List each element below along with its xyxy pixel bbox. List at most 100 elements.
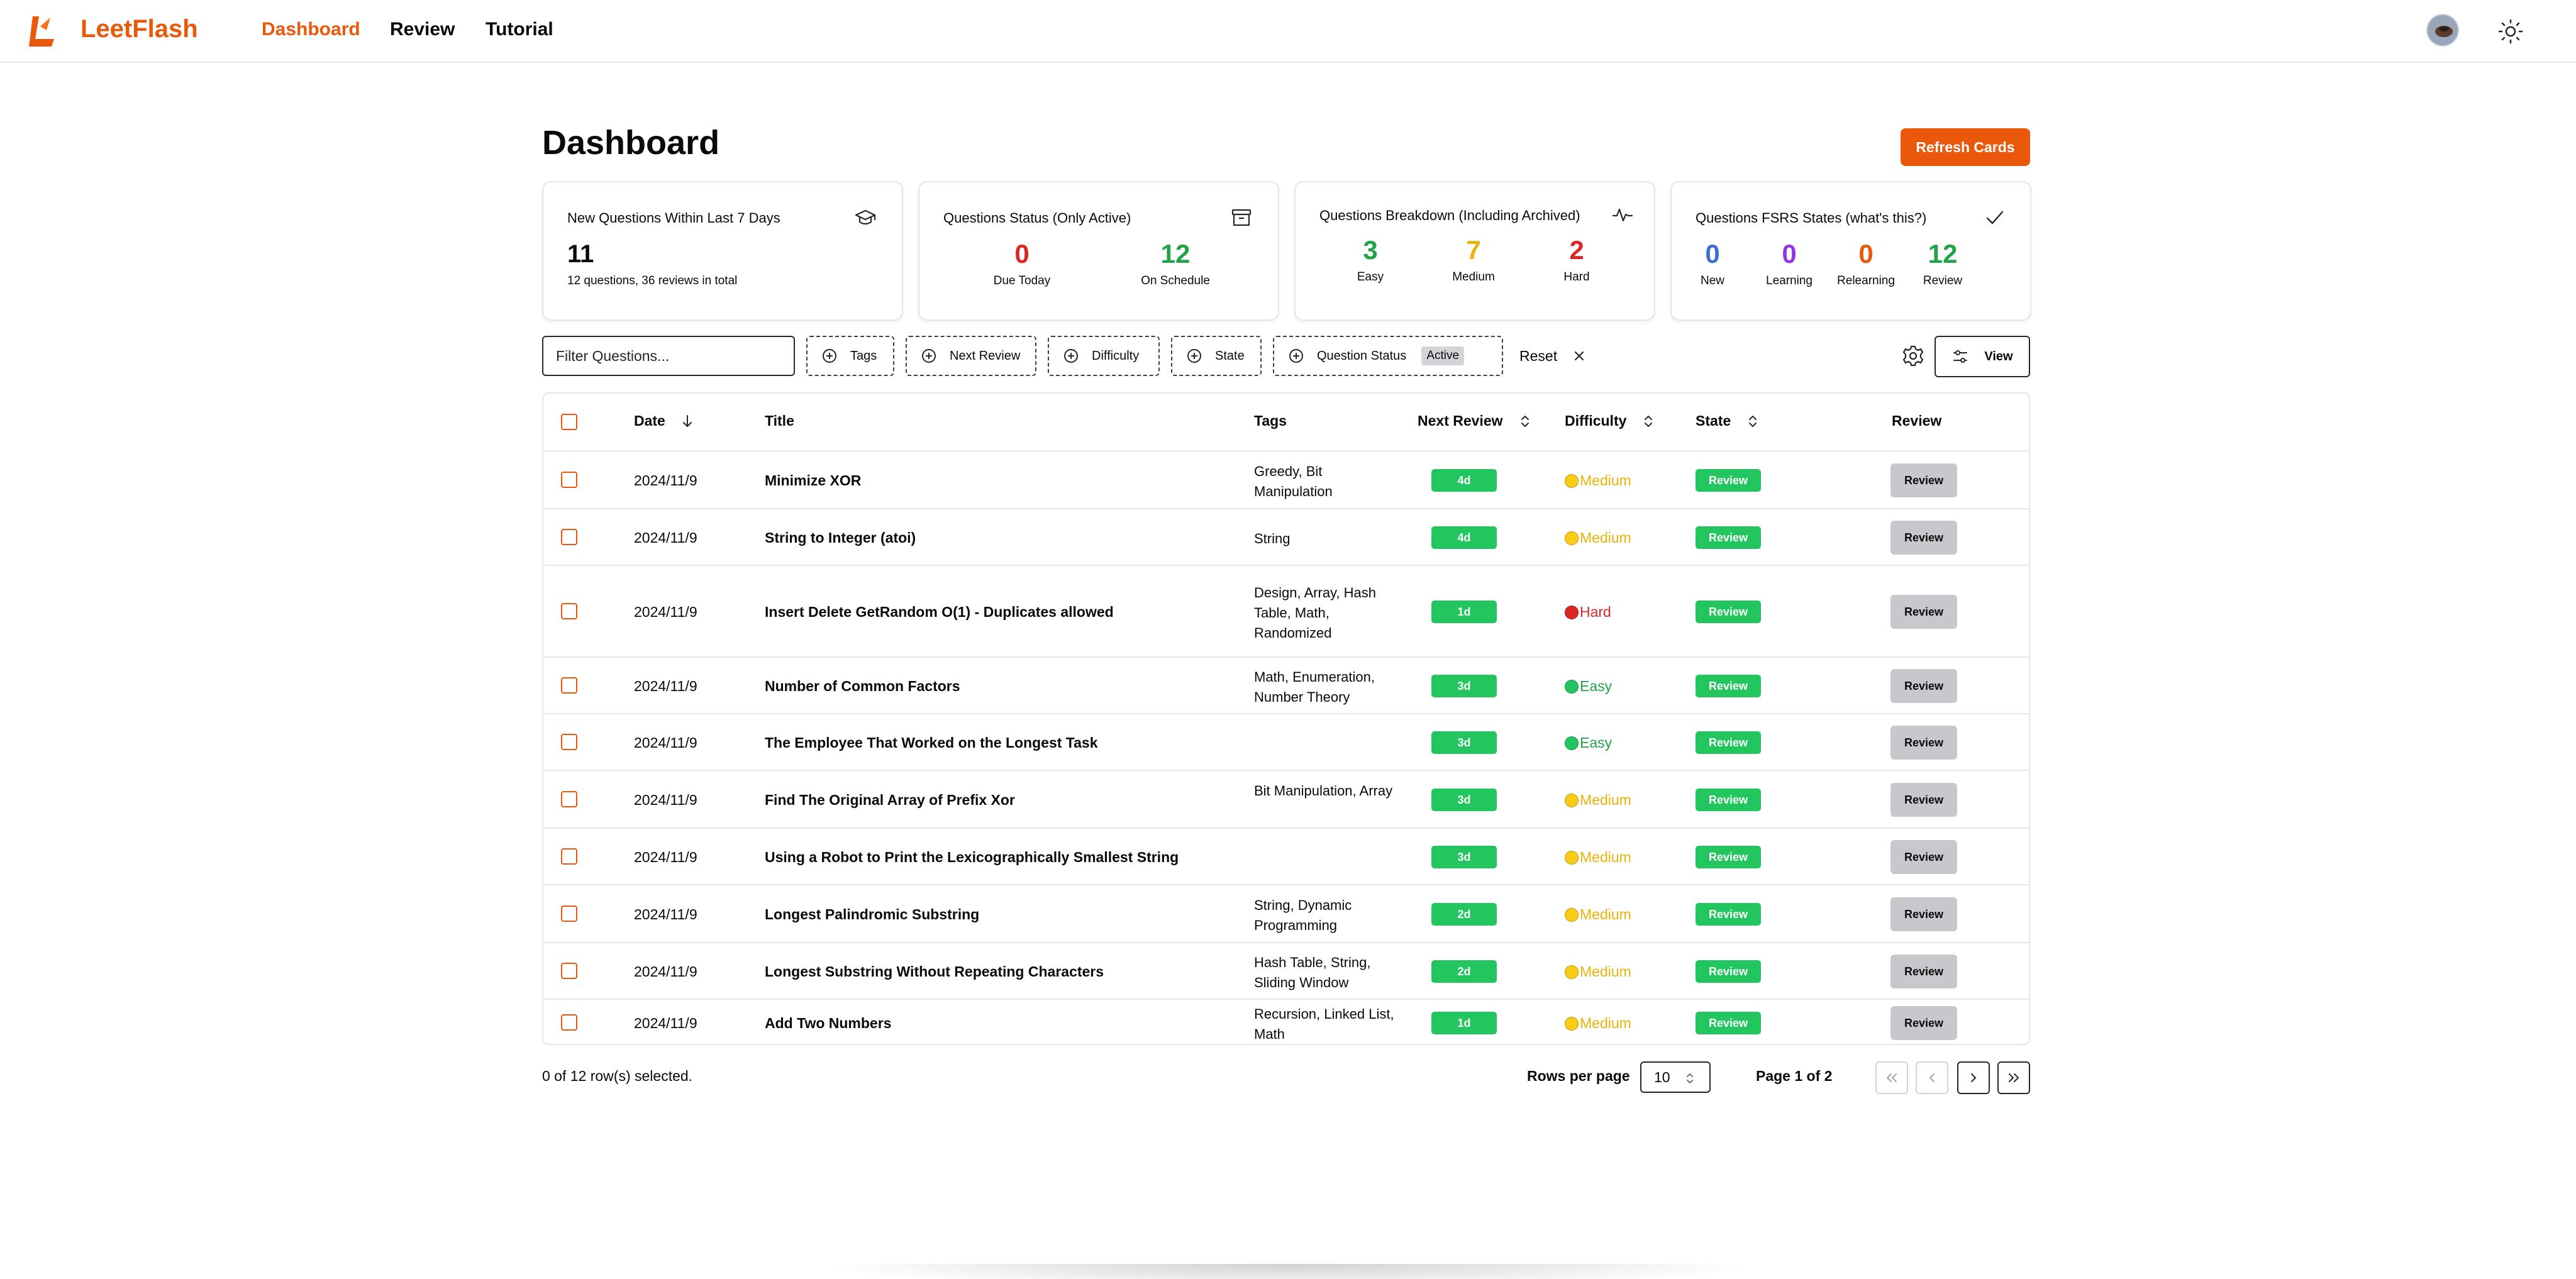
- row-tags: Hash Table, String, Sliding Window: [1254, 955, 1371, 990]
- row-checkbox[interactable]: [561, 1014, 577, 1031]
- row-title[interactable]: Using a Robot to Print the Lexicographic…: [765, 849, 1179, 865]
- fsrs-review-label: Review: [1923, 274, 1963, 287]
- reset-filters-button[interactable]: Reset: [1519, 336, 1586, 376]
- date-header-label: Date: [634, 412, 665, 429]
- fsrs-new-value: 0: [1705, 239, 1720, 269]
- row-title[interactable]: Longest Substring Without Repeating Char…: [765, 963, 1104, 980]
- card-title[interactable]: Questions FSRS States (what's this?): [1696, 210, 1927, 226]
- reset-label: Reset: [1519, 347, 1558, 364]
- table-row: 2024/11/9 Number of Common Factors Math, E…: [543, 658, 2029, 714]
- difficulty-label: Medium: [1580, 529, 1631, 546]
- row-date: 2024/11/9: [634, 792, 697, 808]
- difficulty-indicator: Easy: [1565, 734, 1612, 751]
- row-checkbox[interactable]: [561, 603, 577, 619]
- row-checkbox[interactable]: [561, 791, 577, 807]
- review-button[interactable]: Review: [1890, 1006, 1957, 1040]
- row-title[interactable]: Minimize XOR: [765, 472, 862, 489]
- row-title[interactable]: Find The Original Array of Prefix Xor: [765, 792, 1015, 808]
- active-status-badge: Active: [1421, 346, 1465, 365]
- review-button[interactable]: Review: [1890, 521, 1957, 555]
- row-checkbox[interactable]: [561, 848, 577, 865]
- review-button[interactable]: Review: [1890, 840, 1957, 874]
- filter-questions-input[interactable]: [542, 336, 795, 376]
- date-column-header[interactable]: Date: [634, 412, 694, 429]
- state-badge: Review: [1696, 960, 1761, 983]
- row-checkbox[interactable]: [561, 677, 577, 694]
- refresh-cards-button[interactable]: Refresh Cards: [1901, 128, 2030, 166]
- row-title[interactable]: Add Two Numbers: [765, 1015, 892, 1031]
- first-page-button[interactable]: [1875, 1061, 1908, 1094]
- card-title: New Questions Within Last 7 Days: [567, 210, 780, 226]
- row-title[interactable]: Insert Delete GetRandom O(1) - Duplicate…: [765, 604, 1114, 620]
- row-title[interactable]: Longest Palindromic Substring: [765, 906, 980, 922]
- card-title: Questions Breakdown (Including Archived): [1319, 208, 1580, 223]
- row-checkbox[interactable]: [561, 472, 577, 488]
- fsrs-review-value: 12: [1928, 239, 1958, 269]
- table-row: 2024/11/9 Longest Substring Without Repea…: [543, 943, 2029, 1000]
- brand-name[interactable]: LeetFlash: [80, 15, 198, 43]
- row-checkbox[interactable]: [561, 529, 577, 545]
- difficulty-label: Medium: [1580, 472, 1631, 489]
- top-nav: LeetFlash Dashboard Review Tutorial: [0, 0, 2576, 63]
- difficulty-indicator: Medium: [1565, 906, 1631, 923]
- nav-tutorial[interactable]: Tutorial: [486, 19, 553, 40]
- sun-icon[interactable]: [2496, 16, 2526, 47]
- leetflash-logo-icon[interactable]: [26, 14, 58, 49]
- row-checkbox[interactable]: [561, 734, 577, 750]
- fsrs-learning-value: 0: [1782, 239, 1797, 269]
- review-button[interactable]: Review: [1890, 463, 1957, 497]
- row-tags: String, Dynamic Programming: [1254, 897, 1352, 933]
- review-button[interactable]: Review: [1890, 669, 1957, 703]
- rows-selected-text: 0 of 12 row(s) selected.: [542, 1068, 693, 1084]
- state-filter-label: State: [1215, 348, 1245, 363]
- difficulty-label: Medium: [1580, 849, 1631, 865]
- difficulty-filter-button[interactable]: Difficulty: [1048, 336, 1160, 376]
- difficulty-dot-icon: [1565, 679, 1579, 694]
- review-button[interactable]: Review: [1890, 595, 1957, 629]
- graduation-cap-icon: [855, 209, 876, 225]
- view-options-button[interactable]: View: [1935, 336, 2030, 377]
- table-header: Date Title Tags Next Review Difficulty S…: [543, 394, 2029, 451]
- gear-icon[interactable]: [1902, 345, 1924, 367]
- difficulty-label: Medium: [1580, 792, 1631, 808]
- tags-filter-button[interactable]: Tags: [806, 336, 894, 376]
- next-review-badge: 4d: [1431, 526, 1497, 549]
- state-column-header[interactable]: State: [1696, 412, 1760, 429]
- difficulty-column-header[interactable]: Difficulty: [1565, 412, 1655, 429]
- questions-status-card: Questions Status (Only Active) 0 Due Tod…: [918, 181, 1279, 321]
- question-status-filter-button[interactable]: Question Status Active: [1273, 336, 1503, 376]
- card-title: Questions Status (Only Active): [943, 210, 1131, 226]
- row-checkbox[interactable]: [561, 963, 577, 979]
- nav-dashboard[interactable]: Dashboard: [262, 19, 360, 40]
- review-button[interactable]: Review: [1890, 955, 1957, 988]
- difficulty-dot-icon: [1565, 605, 1579, 619]
- previous-page-button[interactable]: [1916, 1061, 1948, 1094]
- next-review-filter-button[interactable]: Next Review: [906, 336, 1036, 376]
- review-button[interactable]: Review: [1890, 897, 1957, 931]
- rows-per-page-select[interactable]: 10: [1640, 1061, 1711, 1093]
- plus-circle-icon: [1187, 349, 1201, 363]
- table-row: 2024/11/9 Find The Original Array of Pref…: [543, 771, 2029, 829]
- row-tags: Math, Enumeration, Number Theory: [1254, 669, 1375, 705]
- last-page-button[interactable]: [1997, 1061, 2030, 1094]
- row-checkbox[interactable]: [561, 905, 577, 922]
- row-title[interactable]: Number of Common Factors: [765, 678, 960, 694]
- select-all-checkbox[interactable]: [561, 414, 577, 430]
- fsrs-states-card: Questions FSRS States (what's this?) 0 N…: [1670, 181, 2031, 321]
- row-date: 2024/11/9: [634, 472, 697, 489]
- row-title[interactable]: The Employee That Worked on the Longest …: [765, 734, 1098, 751]
- plus-circle-icon: [823, 349, 836, 363]
- nav-review[interactable]: Review: [390, 19, 455, 40]
- review-button[interactable]: Review: [1890, 783, 1957, 817]
- next-page-button[interactable]: [1957, 1061, 1990, 1094]
- state-filter-button[interactable]: State: [1171, 336, 1262, 376]
- review-button[interactable]: Review: [1890, 726, 1957, 760]
- difficulty-indicator: Hard: [1565, 604, 1611, 621]
- due-today-stat: 0 Due Today: [981, 239, 1063, 288]
- next-review-column-header[interactable]: Next Review: [1418, 412, 1532, 429]
- avatar[interactable]: [2426, 14, 2459, 47]
- row-title[interactable]: String to Integer (atoi): [765, 529, 916, 546]
- state-badge: Review: [1696, 1012, 1761, 1034]
- state-badge: Review: [1696, 731, 1761, 754]
- hard-value: 2: [1569, 235, 1584, 265]
